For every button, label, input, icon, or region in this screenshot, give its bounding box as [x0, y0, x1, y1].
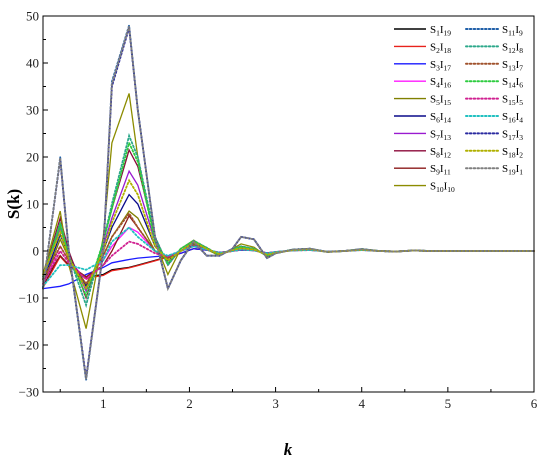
- series-line-s5i15: [42, 210, 534, 286]
- y-tick-label: −10: [19, 291, 39, 306]
- x-tick-label: 6: [531, 396, 538, 411]
- series-line-s11i9: [42, 25, 535, 381]
- legend-label-s1i19: S1I19: [430, 24, 451, 38]
- y-tick-label: −20: [19, 338, 39, 353]
- series-line-s15i5: [42, 240, 535, 285]
- series-line-s9i11: [42, 214, 534, 282]
- series-lines: [42, 25, 535, 381]
- legend-label-s15i5: S15I5: [502, 94, 523, 108]
- y-tick-label: 20: [26, 150, 39, 165]
- x-tick-label: 3: [272, 396, 279, 411]
- series-line-s13i7: [42, 211, 535, 286]
- legend-label-s11i9: S11I9: [502, 24, 523, 38]
- legend-label-s7i13: S7I13: [430, 128, 451, 142]
- legend-label-s12i8: S12I8: [502, 41, 523, 55]
- legend-label-s17i3: S17I3: [502, 128, 523, 142]
- legend-label-s9i11: S9I11: [430, 163, 451, 177]
- y-tick-label: 0: [33, 244, 40, 259]
- legend-label-s16i4: S16I4: [502, 111, 523, 125]
- series-line-s19i1: [42, 26, 535, 380]
- y-tick-label: 10: [26, 197, 39, 212]
- legend-label-s8i12: S8I12: [430, 146, 451, 160]
- legend-label-s14i6: S14I6: [502, 76, 523, 90]
- series-line-s8i12: [42, 148, 534, 301]
- x-tick-label: 2: [186, 396, 193, 411]
- legend-label-s10i10: S10I10: [430, 181, 455, 195]
- series-line-s16i4: [42, 226, 535, 288]
- series-line-s2i18: [42, 248, 534, 289]
- y-tick-label: 30: [26, 103, 39, 118]
- legend: S1I19 S2I18 S3I17 S4I16 S5I15 S6I14 S7I13 S8I12…: [394, 24, 523, 194]
- series-line-s18i2: [42, 178, 535, 291]
- x-axis: 1 2 3 4 5 6: [59, 387, 538, 411]
- y-axis-title: S(k): [4, 189, 23, 219]
- x-tick-label: 5: [445, 396, 452, 411]
- x-tick-label: 1: [100, 396, 107, 411]
- y-tick-label: 40: [26, 56, 39, 71]
- legend-label-s6i14: S6I14: [430, 111, 451, 125]
- x-axis-title: k: [284, 440, 293, 459]
- series-line-s17i3: [42, 27, 535, 379]
- series-line-s4i16: [42, 226, 534, 285]
- y-axis: −30 −20 −10 0 10 20 30 40 50: [19, 9, 48, 400]
- legend-label-s5i15: S5I15: [430, 94, 451, 108]
- x-tick-label: 4: [358, 396, 365, 411]
- legend-label-s13i7: S13I7: [502, 59, 523, 73]
- y-tick-label: 50: [26, 9, 39, 24]
- series-line-s12i8: [42, 132, 535, 309]
- legend-label-s18i2: S18I2: [502, 146, 523, 160]
- legend-label-s4i16: S4I16: [430, 76, 451, 90]
- legend-label-s2i18: S2I18: [430, 41, 451, 55]
- legend-label-s19i1: S19I1: [502, 163, 523, 177]
- legend-label-s3i17: S3I17: [430, 59, 451, 73]
- series-line-s1i19: [42, 248, 534, 287]
- y-tick-label: −30: [19, 385, 39, 400]
